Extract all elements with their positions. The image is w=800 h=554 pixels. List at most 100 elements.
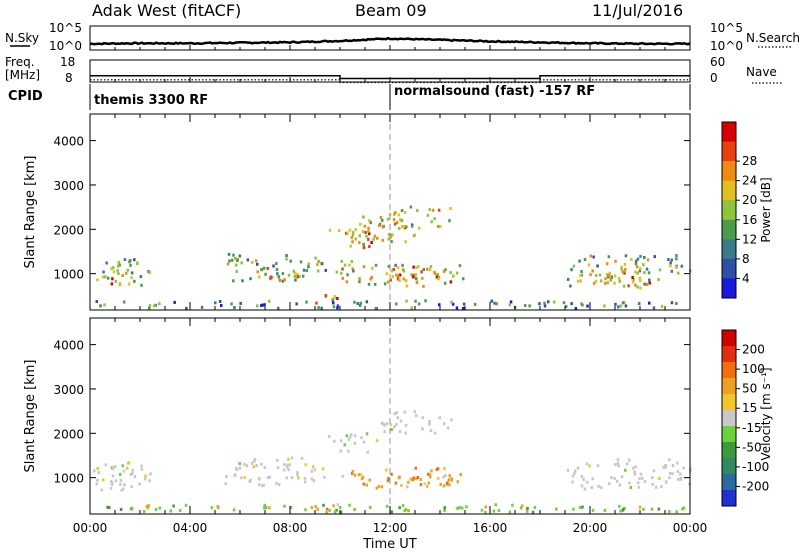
heatmap-cell	[433, 271, 436, 274]
heatmap-cell	[688, 482, 691, 486]
heatmap-cell	[118, 472, 122, 476]
heatmap-cell	[430, 469, 433, 473]
heatmap-cell	[431, 208, 435, 212]
heatmap-cell	[405, 284, 409, 288]
heatmap-cell	[328, 228, 332, 232]
x-tick-label: 12:00	[373, 521, 408, 535]
heatmap-cell	[117, 272, 120, 276]
heatmap-cell	[570, 302, 573, 306]
heatmap-cell	[277, 483, 281, 487]
heatmap-cell	[358, 280, 361, 284]
heatmap-cell	[429, 475, 432, 479]
heatmap-cell	[395, 411, 399, 415]
heatmap-cell	[402, 225, 406, 228]
heatmap-cell	[682, 506, 686, 510]
heatmap-cell	[314, 256, 317, 260]
heatmap-cell	[490, 299, 493, 303]
heatmap-cell	[621, 301, 625, 305]
heatmap-cell	[311, 465, 315, 469]
heatmap-cell	[452, 274, 455, 278]
heatmap-cell	[276, 466, 280, 470]
heatmap-cell	[448, 474, 451, 478]
heatmap-cell	[589, 254, 592, 258]
freq-series-line	[90, 75, 690, 80]
heatmap-cell	[426, 267, 429, 271]
heatmap-cell	[428, 268, 432, 272]
heatmap-cell	[594, 279, 598, 283]
heatmap-cell	[428, 420, 431, 423]
heatmap-cell	[462, 302, 466, 306]
heatmap-cell	[494, 503, 497, 507]
heatmap-cell	[277, 275, 280, 279]
heatmap-cell	[285, 465, 289, 469]
heatmap-cell	[639, 472, 643, 476]
heatmap-cell	[623, 269, 626, 273]
heatmap-cell	[158, 302, 161, 306]
heatmap-cell	[345, 434, 349, 438]
colorbar-tick-label: 16	[742, 213, 757, 227]
heatmap-cell	[385, 422, 389, 426]
heatmap-cell	[438, 416, 441, 420]
heatmap-cell	[154, 508, 158, 511]
heatmap-cell	[275, 262, 278, 266]
heatmap-cell	[200, 305, 204, 309]
colorbar-swatch	[722, 346, 736, 363]
heatmap-cell	[555, 507, 558, 511]
heatmap-cell	[387, 280, 390, 284]
heatmap-cell	[526, 506, 529, 510]
heatmap-cell	[442, 475, 445, 479]
heatmap-cell	[428, 473, 432, 477]
heatmap-cell	[395, 221, 399, 224]
x-axis-label: Time UT	[362, 537, 416, 552]
heatmap-cell	[374, 263, 378, 267]
heatmap-cell	[414, 299, 417, 303]
heatmap-cell	[350, 471, 354, 475]
heatmap-cell	[451, 302, 455, 306]
heatmap-cell	[114, 479, 118, 483]
heatmap-cell	[578, 505, 582, 509]
heatmap-cell	[638, 477, 641, 481]
heatmap-cell	[566, 468, 570, 472]
heatmap-cell	[276, 272, 279, 276]
heatmap-cell	[676, 477, 680, 481]
heatmap-cell	[578, 259, 581, 263]
heatmap-cell	[631, 280, 635, 284]
heatmap-cell	[566, 277, 570, 281]
heatmap-cell	[230, 258, 234, 262]
heatmap-cell	[493, 301, 496, 305]
heatmap-cell	[96, 467, 99, 470]
heatmap-cell	[327, 434, 331, 438]
heatmap-cell	[635, 265, 639, 269]
heatmap-cell	[386, 479, 390, 483]
heatmap-cell	[358, 241, 361, 245]
heatmap-cell	[350, 236, 354, 240]
heatmap-cell	[409, 477, 412, 481]
heatmap-cell	[398, 218, 402, 221]
heatmap-cell	[449, 280, 453, 284]
heatmap-cell	[414, 277, 418, 280]
heatmap-cell	[362, 245, 366, 249]
heatmap-cell	[664, 480, 668, 484]
heatmap-cell	[362, 482, 365, 486]
heatmap-cell	[574, 307, 578, 310]
heatmap-cell	[323, 475, 326, 479]
heatmap-cell	[652, 469, 656, 473]
heatmap-cell	[459, 473, 462, 476]
heatmap-cell	[365, 432, 369, 436]
freq-top-tick: 18	[60, 55, 75, 69]
cpid-segment-1: themis 3300 RF	[94, 93, 208, 108]
heatmap-cell	[576, 466, 580, 470]
heatmap-cell	[239, 301, 242, 305]
heatmap-cell	[121, 274, 124, 277]
heatmap-cell	[492, 509, 496, 513]
heatmap-cell	[256, 270, 259, 274]
heatmap-cell	[120, 488, 123, 492]
heatmap-cell	[407, 480, 410, 484]
heatmap-cell	[153, 304, 156, 308]
heatmap-cell	[412, 275, 415, 279]
heatmap-cell	[361, 230, 365, 233]
heatmap-cell	[562, 301, 566, 305]
heatmap-cell	[668, 472, 672, 475]
heatmap-cell	[403, 410, 407, 414]
heatmap-cell	[576, 279, 580, 283]
